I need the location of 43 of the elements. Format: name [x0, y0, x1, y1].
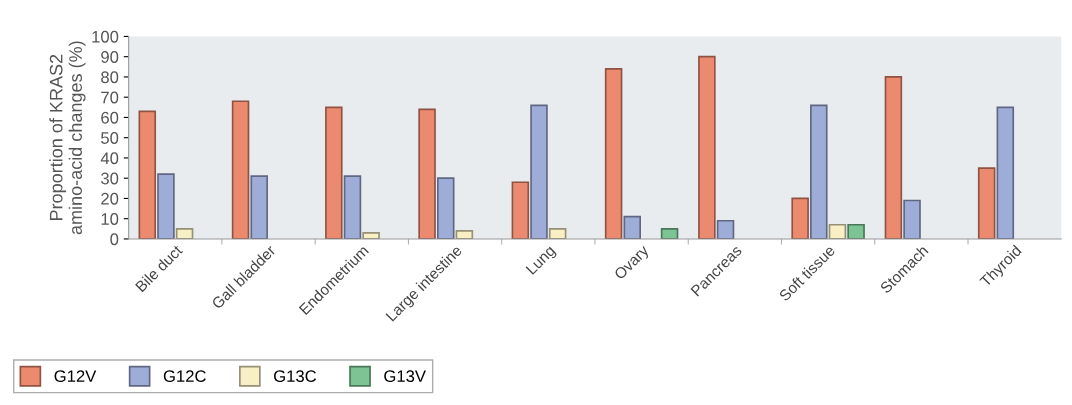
- y-tick-label: 80: [101, 71, 119, 84]
- y-tick-label: 100: [92, 30, 119, 43]
- bar: [231, 100, 250, 239]
- legend-label: G12C: [163, 370, 206, 383]
- bar: [530, 104, 548, 239]
- y-tick-label: 60: [101, 111, 119, 124]
- bar: [996, 106, 1015, 239]
- y-tick-label: 40: [100, 152, 119, 165]
- legend-label: G13V: [384, 370, 426, 383]
- bar: [343, 175, 362, 239]
- bar: [828, 223, 847, 239]
- y-tick-label: 50: [101, 132, 119, 144]
- bar: [511, 181, 530, 239]
- bar: [810, 104, 828, 239]
- bar: [623, 215, 642, 239]
- y-tick-label: 0: [110, 233, 119, 246]
- bar: [138, 110, 157, 239]
- legend-label: G13C: [274, 370, 317, 383]
- y-tick-label: 10: [101, 213, 119, 225]
- bar: [698, 55, 716, 239]
- bar: [418, 108, 436, 239]
- y-axis-title: Proportion of KRAS2 amino-acid changes (%): [49, 41, 86, 235]
- bar: [325, 106, 343, 239]
- y-tick-label: 20: [101, 192, 119, 205]
- bar: [884, 76, 903, 239]
- bar: [791, 197, 809, 239]
- bar: [175, 227, 194, 239]
- bar: [436, 177, 455, 239]
- bar: [250, 175, 268, 239]
- legend-label: G12V: [54, 370, 97, 383]
- bar: [977, 167, 996, 239]
- bar: [716, 219, 735, 239]
- x-tick-label: Bile duct: [134, 243, 184, 293]
- bar: [548, 227, 567, 239]
- bar: [847, 223, 865, 239]
- bar: [604, 68, 623, 239]
- y-tick-label: 70: [101, 91, 119, 104]
- bar: [157, 173, 175, 239]
- bar: [660, 227, 679, 239]
- y-tick-label: 30: [101, 172, 119, 185]
- bar: [903, 199, 921, 239]
- bar: [362, 232, 380, 239]
- y-tick-label: 90: [101, 51, 119, 63]
